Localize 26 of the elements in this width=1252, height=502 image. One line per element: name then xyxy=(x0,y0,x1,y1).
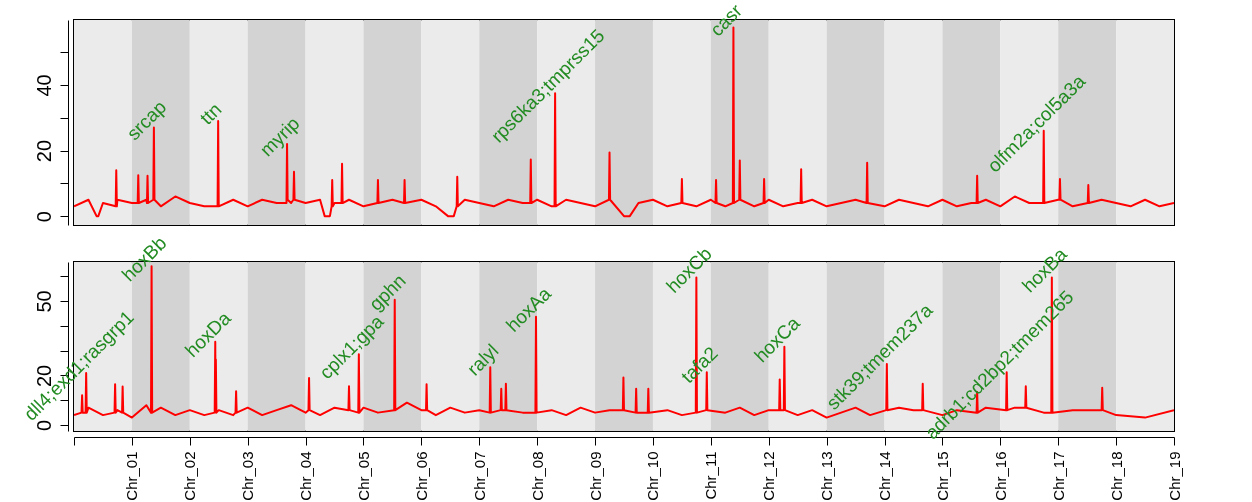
x-tick-label: Chr_06 xyxy=(412,451,430,501)
y-tick-label: 0 xyxy=(32,211,55,223)
x-tick-label: Chr_14 xyxy=(876,451,894,501)
x-tick-label: Chr_11 xyxy=(702,451,720,500)
x-tick-label: Chr_19 xyxy=(1165,451,1183,501)
annotation: casr xyxy=(705,0,747,41)
x-tick-label: Chr_03 xyxy=(239,451,257,501)
y-tick-label: 20 xyxy=(32,139,55,163)
x-tick-label: Chr_12 xyxy=(760,451,778,501)
x-tick-label: Chr_15 xyxy=(933,451,951,501)
annotation: ttn xyxy=(195,98,226,129)
x-tick-label: Chr_16 xyxy=(991,451,1009,501)
x-tick-label: Chr_04 xyxy=(297,451,315,501)
y-tick-label: 40 xyxy=(32,74,55,97)
x-tick-label: Chr_10 xyxy=(644,451,662,501)
y-tick-label: 50 xyxy=(32,290,55,313)
x-tick-label: Chr_02 xyxy=(181,451,199,501)
x-tick-label: Chr_08 xyxy=(528,451,546,501)
x-tick-label: Chr_13 xyxy=(818,451,836,501)
x-tick-label: Chr_09 xyxy=(586,451,604,501)
x-tick-label: Chr_18 xyxy=(1107,451,1125,501)
x-tick-label: Chr_01 xyxy=(123,451,141,501)
x-tick-label: Chr_05 xyxy=(354,451,372,501)
x-tick-label: Chr_07 xyxy=(470,451,488,501)
y-tick-label: 0 xyxy=(32,419,55,432)
x-tick-label: Chr_17 xyxy=(1049,451,1067,501)
